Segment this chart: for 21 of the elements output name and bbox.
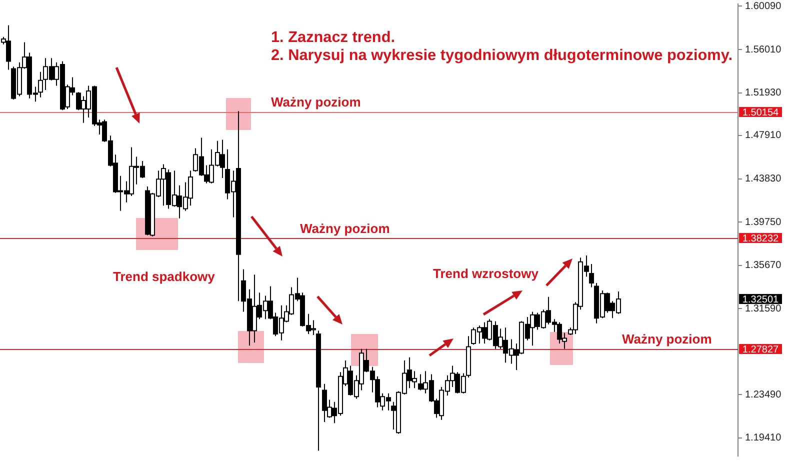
ref-line-label: Ważny poziom (300, 221, 390, 236)
y-tick-label: 1.31590 (745, 303, 782, 314)
ref-line-label: Ważny poziom (622, 332, 712, 347)
y-tick-label: 1.56010 (745, 44, 782, 56)
annotation: 2. Narysuj na wykresie tygodniowym długoterminowe poziomy. (271, 47, 733, 64)
y-tick-label: 1.19410 (745, 432, 782, 444)
annotation: Trend spadkowy (113, 269, 216, 284)
y-tick-label: 1.43830 (745, 174, 782, 184)
ref-line-label: Ważny poziom (271, 94, 361, 110)
y-tick-label: 1.23490 (745, 389, 782, 400)
y-tick-label: 1.47910 (745, 130, 782, 142)
text: 1.27827 (742, 344, 780, 356)
text: 1.50154 (742, 107, 780, 118)
annotation: Trend wzrostowy (433, 266, 540, 281)
annotation: 1. Zaznacz trend. (271, 29, 396, 46)
y-tick-label: 1.39750 (745, 216, 782, 228)
y-tick-label: 1.60090 (745, 0, 782, 12)
y-tick-label: 1.35670 (745, 260, 782, 272)
y-tick-label: 1.51930 (745, 88, 782, 99)
text: 1.32501 (742, 294, 780, 306)
text: 1.38232 (742, 233, 780, 244)
